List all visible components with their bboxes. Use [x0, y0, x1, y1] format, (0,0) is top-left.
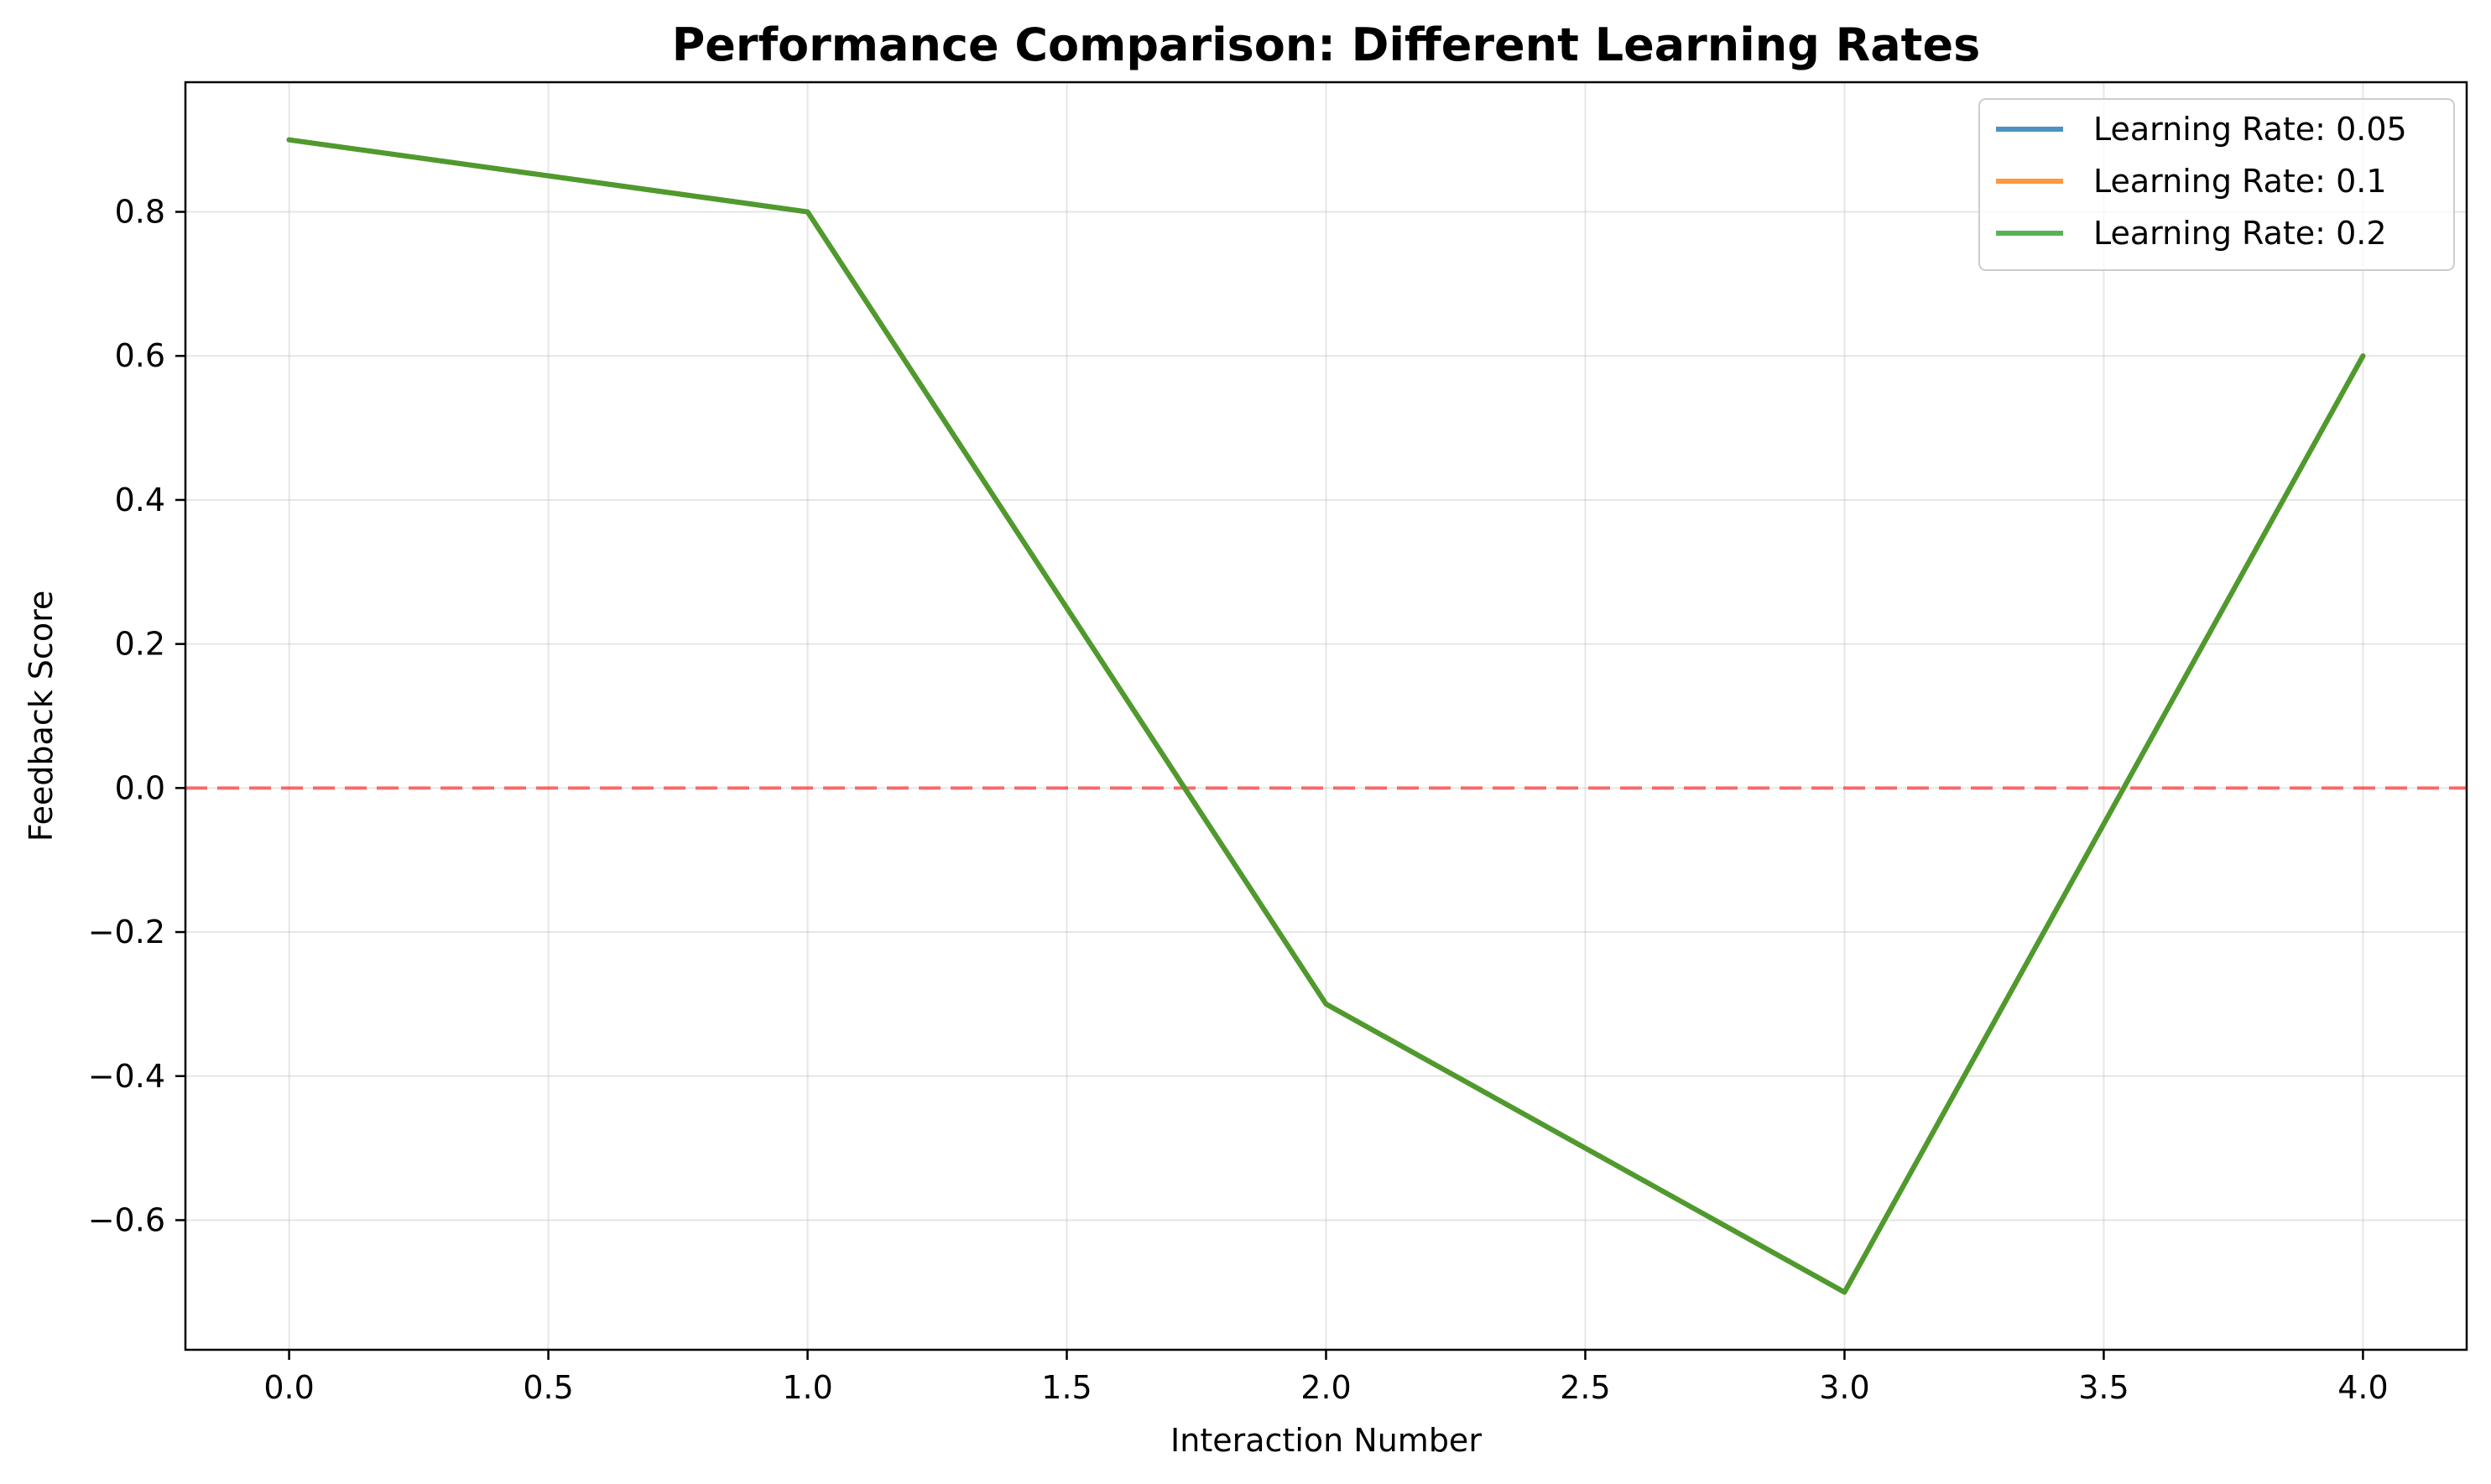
y-tick-label: −0.6 — [88, 1201, 165, 1238]
grid — [185, 82, 2467, 1350]
x-tick-label: 4.0 — [2337, 1369, 2388, 1406]
y-tick-label: 0.6 — [115, 337, 165, 374]
x-tick-label: 0.5 — [523, 1369, 573, 1406]
legend-label: Learning Rate: 0.05 — [2093, 111, 2407, 148]
x-axis-label: Interaction Number — [1170, 1422, 1482, 1459]
y-tick-label: 0.8 — [115, 194, 165, 231]
x-tick-label: 2.0 — [1300, 1369, 1351, 1406]
legend-label: Learning Rate: 0.1 — [2093, 163, 2387, 200]
y-tick-label: −0.2 — [88, 914, 165, 950]
y-tick-label: 0.2 — [115, 626, 165, 663]
x-tick-label: 1.0 — [782, 1369, 832, 1406]
x-tick-label: 3.5 — [2078, 1369, 2129, 1406]
chart-title: Performance Comparison: Different Learni… — [672, 18, 1981, 71]
series-line-2 — [286, 137, 2366, 1295]
y-tick-label: 0.0 — [115, 769, 165, 806]
y-axis-label: Feedback Score — [23, 591, 60, 841]
axis-ticks: 0.0 0.5 1.0 1.5 2.0 2.5 3.0 3.5 4.0 −0.6 −0.4 −0.2 0… — [88, 194, 2389, 1406]
x-tick-label: 1.5 — [1041, 1369, 1092, 1406]
x-tick-label: 2.5 — [1560, 1369, 1610, 1406]
x-tick-label: 0.0 — [263, 1369, 314, 1406]
series-lines — [286, 137, 2366, 1295]
x-tick-label: 3.0 — [1819, 1369, 1869, 1406]
y-tick-label: −0.4 — [88, 1058, 165, 1095]
legend-box — [1978, 98, 2455, 271]
legend: Learning Rate: 0.05 Learning Rate: 0.1 Lea… — [1978, 98, 2455, 271]
legend-label: Learning Rate: 0.2 — [2093, 215, 2387, 252]
y-tick-label: 0.4 — [115, 482, 165, 518]
